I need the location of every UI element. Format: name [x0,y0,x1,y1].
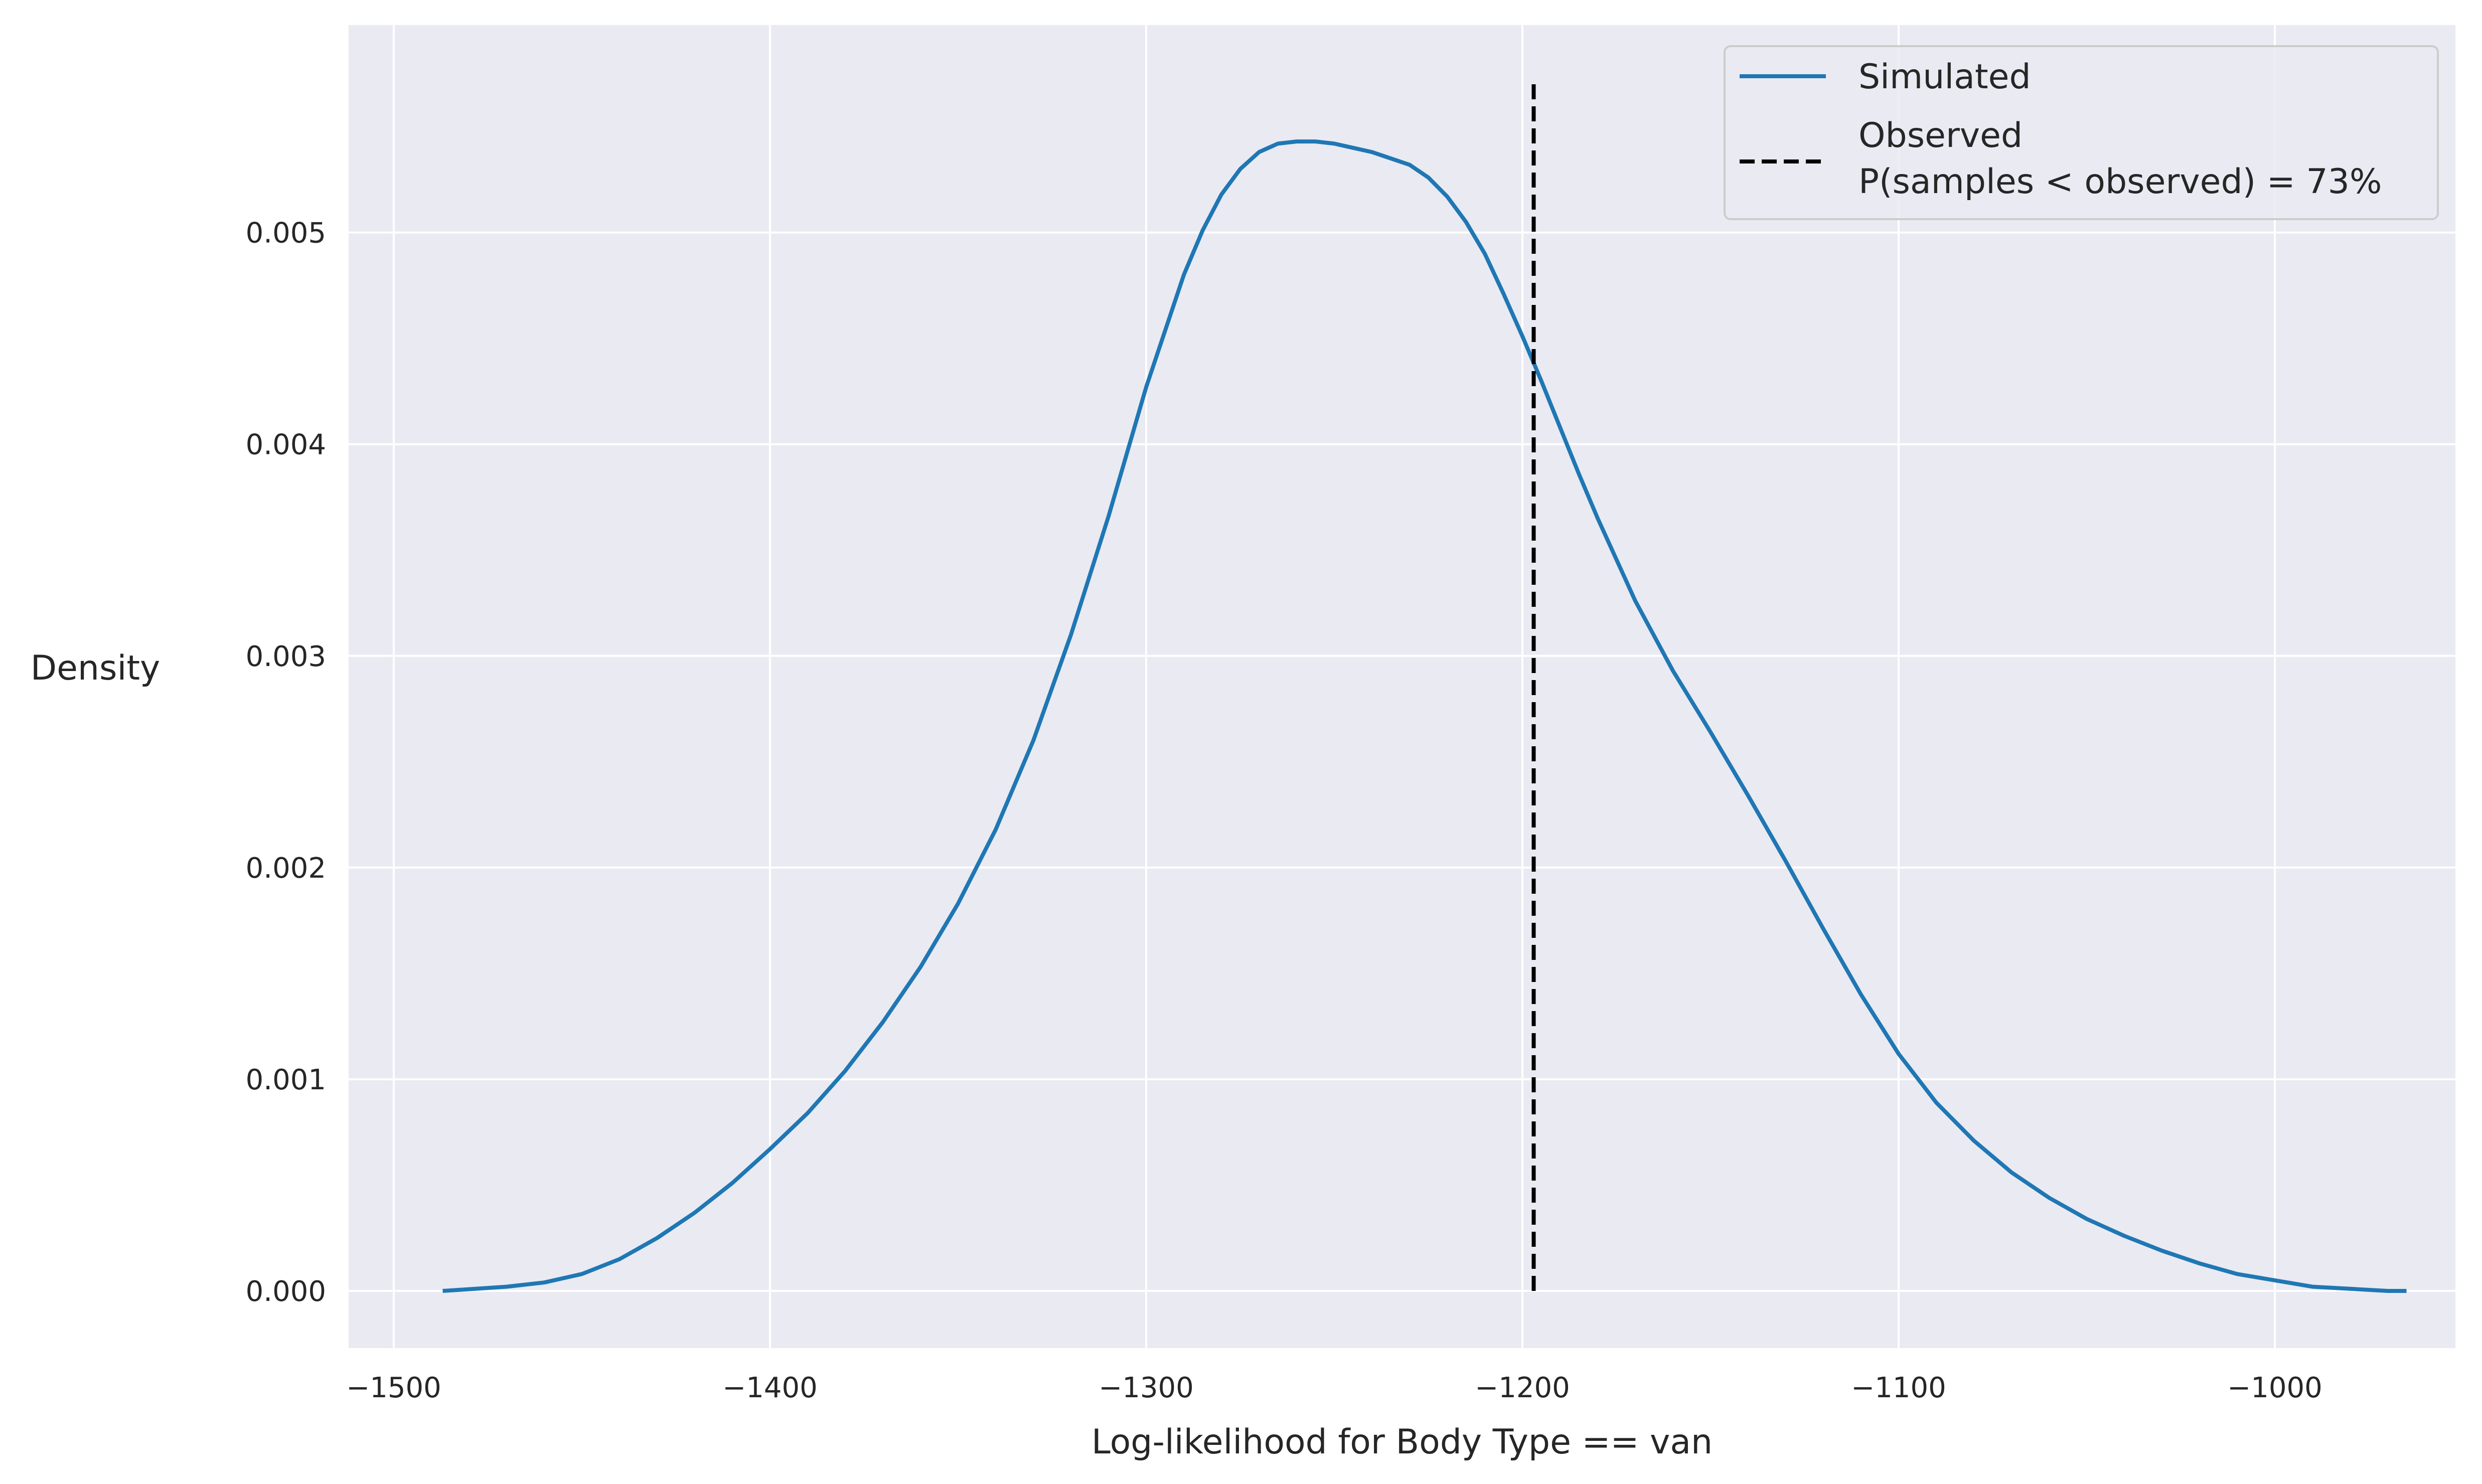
y-tick-label: 0.002 [246,852,326,885]
y-axis-label: Density [31,648,161,688]
legend-box [1724,45,2439,220]
x-tick-label: −1200 [1475,1372,1570,1404]
legend-label-observed: Observed [1858,116,2023,155]
y-tick-label: 0.003 [246,640,326,673]
x-axis-label: Log-likelihood for Body Type == van [1092,1422,1713,1462]
x-tick-label: −1400 [722,1372,817,1404]
legend-label-simulated: Simulated [1858,57,2031,97]
x-tick-label: −1100 [1851,1372,1946,1404]
legend-label-observed-probability: P(samples < observed) = 73% [1858,162,2382,202]
x-tick-label: −1300 [1099,1372,1193,1404]
y-axis-ticks: 0.000 0.001 0.002 0.003 0.004 0.005 [246,217,326,1308]
y-tick-label: 0.004 [246,429,326,461]
series-layer [442,80,2407,1293]
series-line-simulated [442,139,2407,1293]
plot-area [349,25,2455,1348]
y-tick-label: 0.001 [246,1064,326,1096]
y-tick-label: 0.005 [246,217,326,250]
grid-lines [349,25,2455,1348]
x-tick-label: −1000 [2227,1372,2322,1404]
x-axis-ticks: −1500 −1400 −1300 −1200 −1100 −1000 [346,1372,2322,1404]
x-tick-label: −1500 [346,1372,441,1404]
legend: Simulated Observed P(samples < observed)… [1724,45,2439,220]
y-tick-label: 0.000 [246,1275,326,1308]
